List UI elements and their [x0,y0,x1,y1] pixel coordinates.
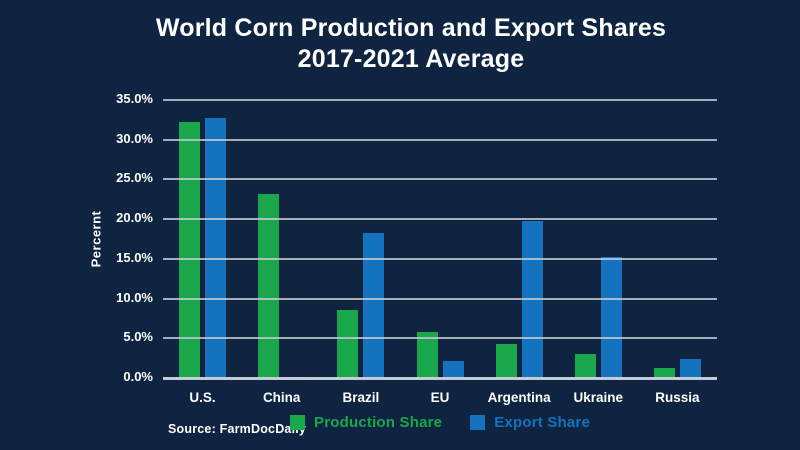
production-share-bar-china [258,193,280,378]
export-share-bar-eu [442,360,464,378]
x-axis-baseline [163,377,717,380]
x-axis-label: EU [430,390,450,405]
production-share-swatch [290,415,305,430]
x-axis-label: Russia [655,390,700,405]
gridline [163,99,717,101]
legend-item-production-share: Production Share [290,414,442,431]
export-share-bar-brazil [363,232,385,378]
y-tick-label: 25.0% [116,170,153,186]
gridline [163,138,717,141]
y-tick-label: 15.0% [116,249,153,265]
y-tick-label: 5.0% [123,329,153,345]
production-share-bar-ukraine [574,354,596,378]
gridline [163,178,717,181]
export-share-bar-ukraine [600,257,622,378]
production-share-legend-label: Production Share [314,414,443,431]
production-share-bar-us [179,122,201,378]
plot-area: 35.0% 30.0% 25.0% 20.0% 15.0% 10.0% 5.0% 0.0% U.… [116,91,717,405]
production-share-bar-brazil [337,309,359,378]
export-share-swatch [470,415,486,430]
chart-title: World Corn Production and Export Shares … [11,13,800,75]
production-share-bar-argentina [495,343,517,378]
y-tick-label: 0.0% [123,369,153,384]
chart-title-line2: 2017-2021 Average [297,45,525,73]
y-tick-label: 30.0% [116,130,153,146]
x-axis-label: U.S. [189,390,216,405]
gridline [163,257,717,260]
x-axis-label: Brazil [342,390,380,405]
gridline [163,297,717,300]
gridline [163,218,717,221]
y-tick-label: 10.0% [116,289,153,305]
y-tick-label: 20.0% [116,210,153,226]
export-share-bar-russia [679,358,701,378]
gridline [163,337,717,340]
x-axis-label: Argentina [487,390,551,405]
legend: Production Share Export Share [163,414,717,431]
source-label: Source: FarmDocDaily [168,422,307,436]
production-share-bar-russia [653,368,675,378]
production-share-bar-eu [416,331,438,378]
legend-item-export-share: Export Share [470,414,590,431]
x-axis-label: Ukraine [573,390,624,405]
export-share-legend-label: Export Share [494,414,590,431]
chart-title-line1: World Corn Production and Export Shares [155,14,667,42]
export-share-bar-us [205,118,227,378]
x-axis-label: China [262,390,301,405]
y-tick-label: 35.0% [116,91,153,106]
